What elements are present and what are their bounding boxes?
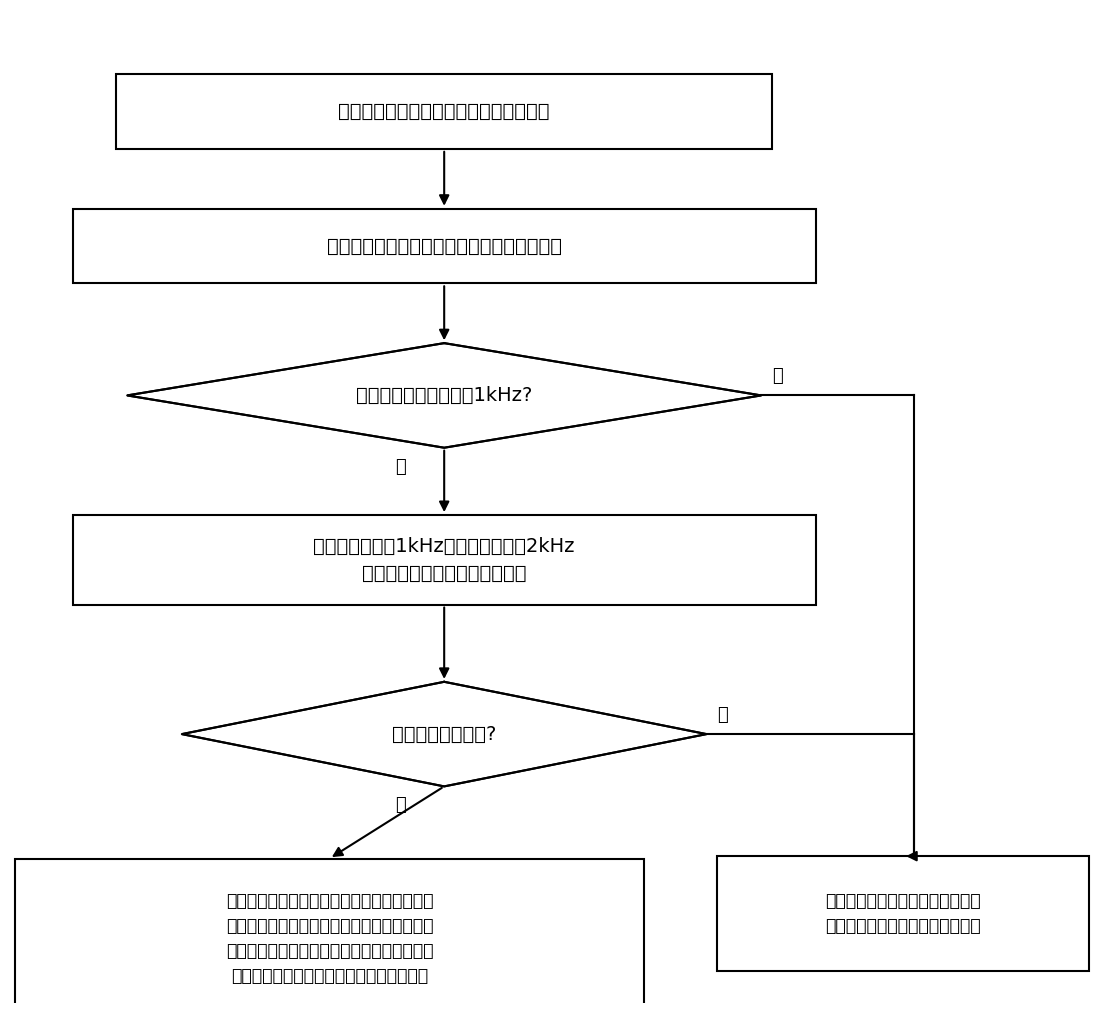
Polygon shape: [127, 343, 762, 447]
Text: 是: 是: [395, 796, 406, 814]
FancyBboxPatch shape: [73, 515, 816, 605]
Text: 否: 否: [772, 368, 783, 386]
FancyBboxPatch shape: [15, 858, 643, 1010]
Text: 是: 是: [395, 458, 406, 476]
FancyBboxPatch shape: [73, 209, 816, 284]
Text: 否: 否: [717, 706, 728, 724]
Text: 对交流电压信号进行傅里叶变换获取信号频谱: 对交流电压信号进行傅里叶变换获取信号频谱: [327, 236, 561, 256]
Text: 分别计算频谱中1kHz频率分量能量与2kHz
范围内各频率分量能量和的比值: 分别计算频谱中1kHz频率分量能量与2kHz 范围内各频率分量能量和的比值: [313, 537, 575, 583]
Text: 判断频谱中主频是否为1kHz?: 判断频谱中主频是否为1kHz?: [356, 386, 532, 405]
Polygon shape: [182, 682, 706, 787]
FancyBboxPatch shape: [717, 856, 1089, 971]
Text: 比值大于预设阈值?: 比值大于预设阈值?: [392, 724, 496, 743]
Text: 判断此时为传声器灵敏度校准工作状态，传声
器前置放大器出口交流电压信号有效值则为该
传声器的最新灵敏度，噪声采集装置主控制器
存储最新灵敏度并用于电力设备声压级: 判断此时为传声器灵敏度校准工作状态，传声 器前置放大器出口交流电压信号有效值则为…: [226, 892, 433, 985]
FancyBboxPatch shape: [116, 74, 772, 148]
Text: 采集传声器前置放大器出口交流电压信号: 采集传声器前置放大器出口交流电压信号: [339, 102, 550, 121]
Text: 判断为非校准工作状态，噪声采集
装置主控制器继续采用原始灵敏度: 判断为非校准工作状态，噪声采集 装置主控制器继续采用原始灵敏度: [826, 892, 981, 935]
